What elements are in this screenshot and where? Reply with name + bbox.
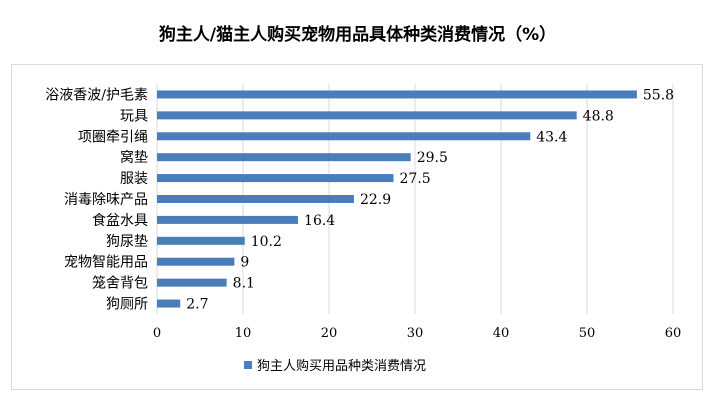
- bar: [157, 257, 235, 266]
- data-label: 16.4: [304, 213, 335, 229]
- x-tick-label: 30: [407, 326, 424, 341]
- bar: [157, 278, 227, 287]
- data-label: 48.8: [583, 108, 614, 124]
- legend: 狗主人购买用品种类消费情况: [244, 358, 426, 374]
- category-label: 项圈牵引绳: [78, 129, 148, 145]
- legend-label: 狗主人购买用品种类消费情况: [257, 358, 426, 374]
- bar: [157, 111, 577, 120]
- value-labels: 55.8 48.8 43.4 29.5 27.5 22.9 16.4 10.29 8.1 2.7: [186, 87, 674, 312]
- category-label: 消毒除味产品: [64, 192, 148, 208]
- category-label: 玩具: [120, 108, 148, 124]
- data-label: 2.7: [186, 297, 208, 313]
- category-label: 食盆水具: [92, 212, 148, 229]
- x-tick-label: 10: [235, 326, 252, 341]
- category-label: 窝垫: [120, 149, 148, 166]
- bar: [157, 215, 299, 224]
- category-label: 宠物智能用品: [64, 255, 148, 271]
- bar: [157, 195, 354, 203]
- data-label: 9: [240, 255, 249, 271]
- data-label: 55.8: [643, 87, 674, 103]
- bar: [157, 90, 637, 99]
- bar: [157, 299, 181, 308]
- x-tick-label: 60: [665, 326, 682, 341]
- bar: [157, 132, 531, 141]
- category-label: 浴液香波/护毛素: [45, 87, 148, 103]
- bars: [157, 90, 637, 308]
- category-label: 狗厕所: [106, 297, 148, 313]
- bar: [157, 174, 394, 183]
- x-tick-label: 50: [579, 326, 596, 341]
- bar: [157, 153, 411, 162]
- x-tick-label: 20: [321, 326, 338, 341]
- data-label: 8.1: [233, 276, 255, 292]
- category-labels: 浴液香波/护毛素玩具项圈牵引绳窝垫服装消毒除味产品食盆水具狗尿垫宠物智能用品笼舍…: [45, 87, 148, 312]
- data-label: 10.2: [251, 234, 282, 250]
- category-label: 笼舍背包: [92, 275, 148, 292]
- chart-title: 狗主人/猫主人购买宠物用品具体种类消费情况（%）: [158, 25, 557, 45]
- bar: [157, 236, 245, 245]
- x-axis-ticks: 0 10 20 30 40 50 60: [153, 326, 681, 341]
- data-label: 43.4: [536, 129, 567, 145]
- x-tick-label: 40: [493, 326, 510, 341]
- category-label: 服装: [120, 171, 148, 187]
- x-tick-label: 0: [153, 326, 161, 341]
- data-label: 29.5: [417, 150, 448, 166]
- legend-swatch: [244, 361, 252, 369]
- chart-frame: [11, 64, 703, 390]
- category-label: 狗尿垫: [106, 234, 148, 250]
- data-label: 27.5: [400, 171, 431, 187]
- data-label: 22.9: [360, 192, 391, 208]
